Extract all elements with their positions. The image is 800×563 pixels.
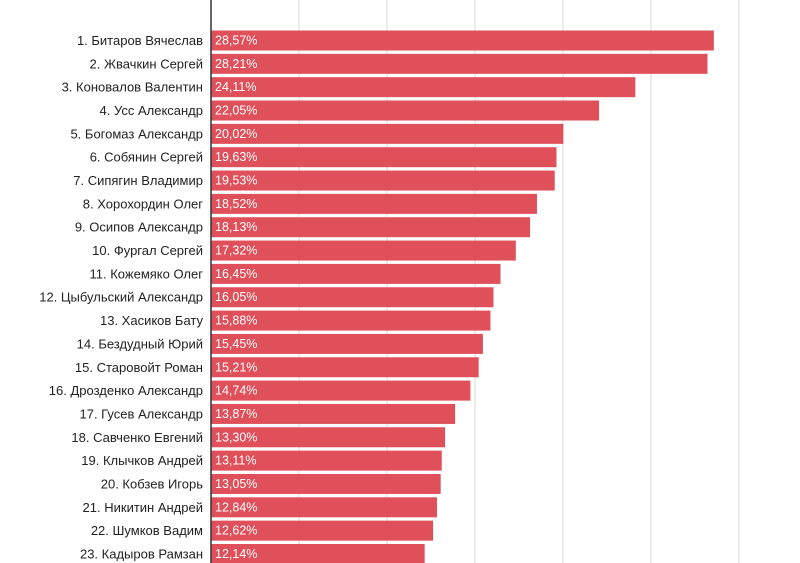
category-label: 22. Шумков Вадим — [91, 523, 203, 538]
category-labels: 1. Битаров Вячеслав 2. Жвачкин Сергей 3. К… — [39, 33, 203, 561]
category-label: 21. Никитин Андрей — [83, 500, 203, 515]
data-label: 24,11% — [215, 80, 256, 94]
category-label: 1. Битаров Вячеслав — [77, 33, 203, 48]
category-label: 7. Сипягин Владимир — [73, 173, 203, 188]
data-label: 28,57% — [215, 34, 257, 48]
data-label: 15,88% — [215, 314, 257, 328]
category-label: 16. Дрозденко Александр — [49, 383, 203, 398]
bar — [211, 287, 494, 308]
bar — [211, 147, 557, 168]
bar — [211, 123, 564, 144]
bar — [211, 333, 483, 354]
bar — [211, 77, 636, 98]
bar — [211, 403, 456, 424]
category-label: 3. Коновалов Валентин — [62, 80, 203, 95]
data-label: 22,05% — [215, 104, 257, 118]
category-label: 9. Осипов Александр — [75, 220, 203, 235]
data-label: 18,13% — [215, 220, 257, 234]
category-label: 23. Кадыров Рамзан — [80, 546, 203, 561]
bar — [211, 53, 708, 74]
data-labels: 28,57% 28,21% 24,11% 22,05% 20,02% 19,63% 19,5… — [215, 34, 257, 561]
bar — [211, 193, 537, 214]
category-label: 19. Клычков Андрей — [81, 453, 203, 468]
data-label: 16,45% — [215, 267, 257, 281]
category-label: 5. Богомаз Александр — [70, 126, 203, 141]
bar — [211, 380, 471, 401]
data-label: 12,14% — [215, 547, 257, 561]
category-label: 11. Кожемяко Олег — [90, 266, 204, 281]
category-label: 15. Старовойт Роман — [75, 360, 203, 375]
bar — [211, 170, 555, 191]
data-label: 17,32% — [215, 244, 257, 258]
bar — [211, 543, 425, 563]
data-label: 20,02% — [215, 127, 257, 141]
data-label: 15,21% — [215, 360, 257, 374]
bar — [211, 473, 441, 494]
category-label: 2. Жвачкин Сергей — [90, 56, 203, 71]
category-label: 17. Гусев Александр — [80, 406, 204, 421]
category-label: 10. Фургал Сергей — [92, 243, 203, 258]
bar — [211, 30, 714, 51]
bar — [211, 100, 600, 121]
bar — [211, 357, 479, 378]
bar — [211, 450, 442, 471]
category-label: 4. Усс Александр — [100, 103, 204, 118]
category-label: 18. Савченко Евгений — [71, 430, 203, 445]
data-label: 19,53% — [215, 174, 257, 188]
bar — [211, 427, 446, 448]
data-label: 15,45% — [215, 337, 257, 351]
data-label: 13,30% — [215, 430, 257, 444]
data-label: 13,11% — [215, 454, 256, 468]
category-label: 12. Цыбульский Александр — [39, 290, 203, 305]
bar — [211, 497, 437, 518]
bar — [211, 520, 434, 541]
category-label: 8. Хорохордин Олег — [83, 196, 203, 211]
data-label: 12,62% — [215, 524, 257, 538]
bars — [211, 30, 714, 563]
data-label: 28,21% — [215, 57, 257, 71]
bar — [211, 240, 516, 261]
data-label: 16,05% — [215, 290, 257, 304]
category-label: 13. Хасиков Бату — [100, 313, 204, 328]
bar — [211, 310, 491, 331]
data-label: 12,84% — [215, 500, 257, 514]
data-label: 18,52% — [215, 197, 257, 211]
data-label: 13,05% — [215, 477, 257, 491]
category-label: 6. Собянин Сергей — [90, 150, 203, 165]
data-label: 19,63% — [215, 150, 257, 164]
data-label: 14,74% — [215, 384, 257, 398]
category-label: 20. Кобзев Игорь — [101, 476, 203, 491]
bar — [211, 217, 531, 238]
bar — [211, 263, 501, 284]
data-label: 13,87% — [215, 407, 257, 421]
category-label: 14. Бездудный Юрий — [77, 336, 203, 351]
